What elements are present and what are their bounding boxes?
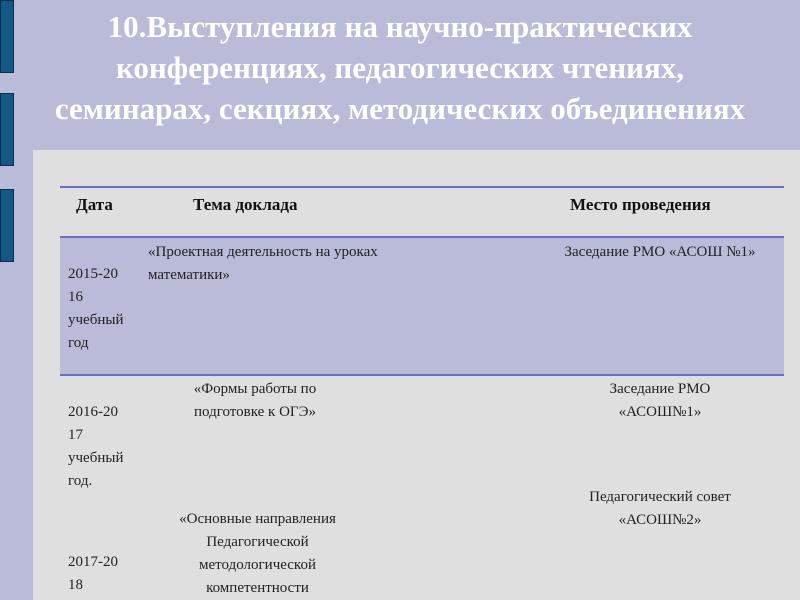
slide-title: 10.Выступления на научно-практических ко…: [54, 9, 746, 126]
decor-bar: [0, 93, 14, 166]
row-place: Заседание РМО «АСОШ№1»: [609, 381, 711, 420]
header-date: Дата: [76, 195, 113, 214]
row-place: Заседание РМО «АСОШ №1»: [564, 244, 756, 260]
row-topic: «Проектная деятельность на уроках матема…: [148, 244, 378, 283]
table-rule: [60, 186, 784, 188]
table-rule: [60, 374, 784, 376]
header-topic: Тема доклада: [193, 195, 298, 214]
table-rule: [60, 236, 784, 238]
row-date: 2017-20 18: [68, 554, 118, 593]
row-date: 2015-20 16 учебный год: [68, 266, 124, 351]
table-row-highlight: [60, 238, 784, 375]
decor-bar: [0, 189, 14, 262]
row-date: 2016-20 17 учебный год.: [68, 404, 124, 489]
header-place: Место проведения: [570, 195, 711, 214]
decor-bar: [0, 0, 14, 73]
row-topic: «Формы работы по подготовке к ОГЭ»: [193, 381, 317, 420]
row-place: Педагогический совет «АСОШ№2»: [589, 489, 731, 528]
row-topic: «Основные направления Педагогической мет…: [179, 511, 336, 596]
